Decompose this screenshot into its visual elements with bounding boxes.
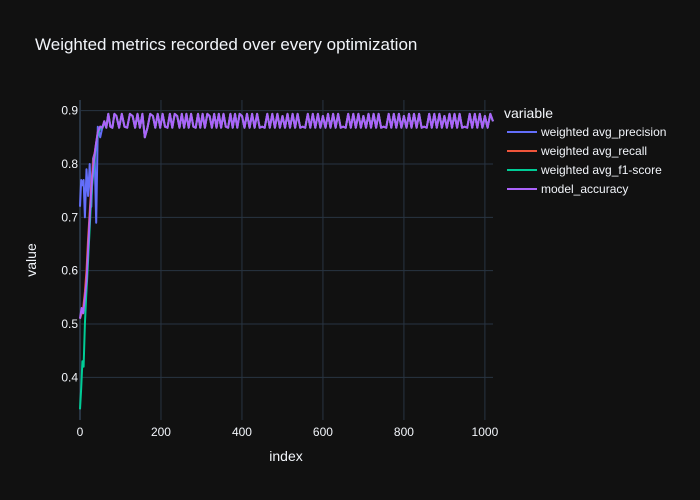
x-tick-label: 200 <box>151 425 171 439</box>
legend-title: variable <box>504 105 553 121</box>
legend-label: model_accuracy <box>541 182 628 196</box>
legend-items: weighted avg_precision weighted avg_recal… <box>507 125 666 196</box>
y-tick-label: 0.8 <box>61 157 78 171</box>
y-tick-label: 0.4 <box>61 370 78 384</box>
gridlines <box>79 100 493 420</box>
plot-area[interactable] <box>79 100 494 420</box>
legend-item[interactable]: weighted avg_precision <box>507 125 666 139</box>
legend-item[interactable]: weighted avg_recall <box>507 144 647 158</box>
legend-label: weighted avg_precision <box>540 125 666 139</box>
plot-background <box>80 100 493 420</box>
y-axis-ticks: 0.4 0.5 0.6 0.7 0.8 0.9 <box>61 104 78 385</box>
x-tick-label: 800 <box>394 425 414 439</box>
x-tick-label: 1000 <box>472 425 499 439</box>
legend-label: weighted avg_f1-score <box>540 163 662 177</box>
x-tick-label: 0 <box>77 425 84 439</box>
legend-label: weighted avg_recall <box>540 144 647 158</box>
series-line-model-accuracy[interactable] <box>79 112 494 319</box>
x-tick-label: 600 <box>313 425 333 439</box>
legend: variable weighted avg_precisionweighted … <box>504 105 666 196</box>
legend-item[interactable]: model_accuracy <box>507 182 628 196</box>
x-tick-label: 400 <box>232 425 252 439</box>
y-tick-label: 0.6 <box>61 264 78 278</box>
y-axis-title: value <box>23 243 39 277</box>
chart-title: Weighted metrics recorded over every opt… <box>35 35 417 54</box>
y-tick-label: 0.7 <box>61 210 78 224</box>
x-axis-ticks: 0 200 400 600 800 1000 <box>77 425 499 439</box>
y-tick-label: 0.9 <box>61 104 78 118</box>
x-axis-title: index <box>269 448 302 464</box>
traces <box>79 112 494 410</box>
legend-item[interactable]: weighted avg_f1-score <box>507 163 662 177</box>
y-tick-label: 0.5 <box>61 317 78 331</box>
